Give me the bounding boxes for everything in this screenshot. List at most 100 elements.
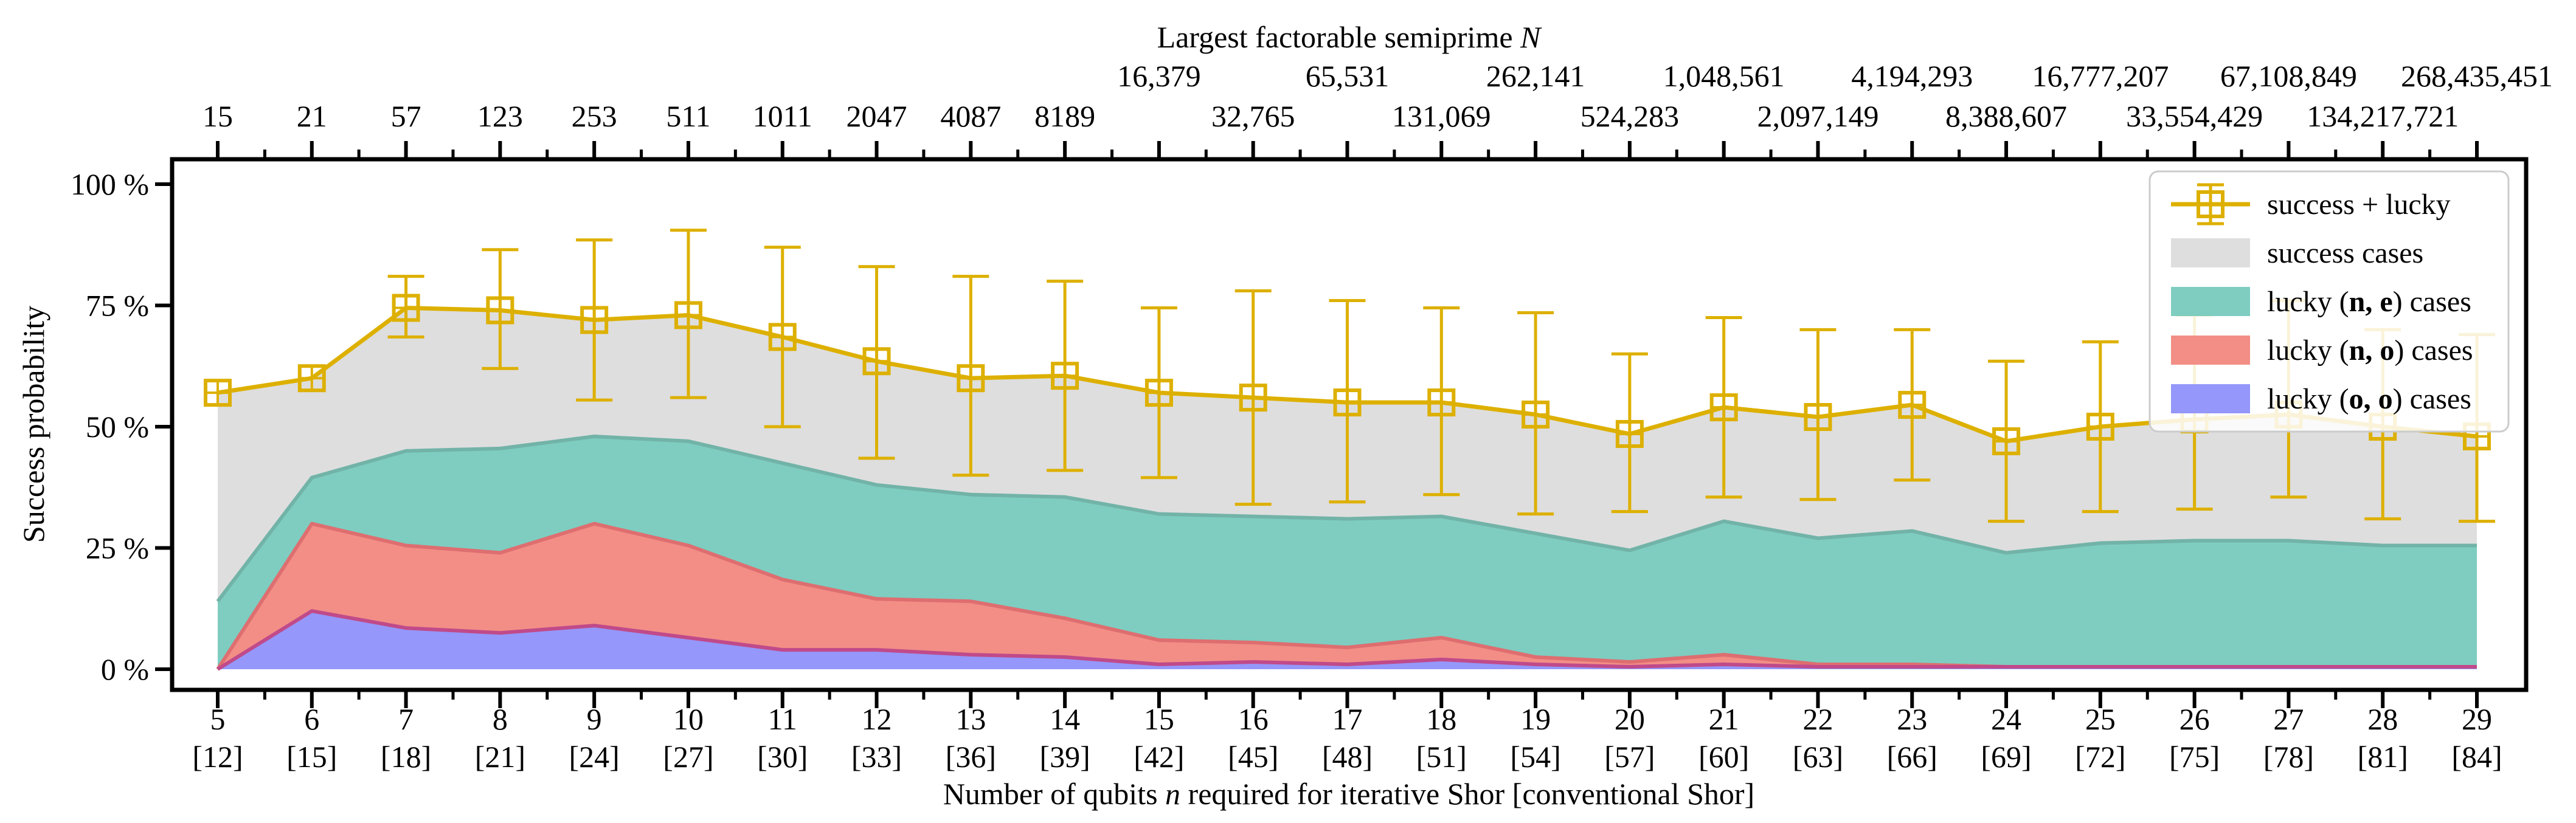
x-axis-title: Number of qubits n required for iterativ… — [943, 777, 1754, 811]
x-tick-conventional-label: [27] — [663, 740, 713, 774]
x-tick-label: 6 — [304, 702, 319, 736]
x-tick-conventional-label: [63] — [1793, 740, 1843, 774]
top-axis-title-part: Largest factorable semiprime — [1157, 20, 1520, 54]
y-tick-label: 50 % — [86, 410, 149, 444]
x-axis-title-part: Number of qubits — [943, 777, 1165, 811]
x-tick-label: 12 — [862, 702, 892, 736]
x-tick-conventional-label: [57] — [1604, 740, 1655, 774]
x-tick-label: 25 — [2085, 702, 2116, 736]
legend-label-part: o, o — [2349, 383, 2393, 415]
x-tick-label: 19 — [1520, 702, 1551, 736]
x-tick-conventional-label: [66] — [1887, 740, 1937, 774]
x-tick-conventional-label: [12] — [192, 740, 243, 774]
x-tick-conventional-label: [48] — [1322, 740, 1373, 774]
x-tick-conventional-label: [54] — [1510, 740, 1560, 774]
legend-label: success cases — [2267, 237, 2423, 269]
top-tick-label: 8189 — [1034, 99, 1095, 133]
legend-label: lucky (n, e) cases — [2267, 286, 2471, 318]
x-tick-conventional-label: [81] — [2358, 740, 2408, 774]
legend-label-part: ) cases — [2393, 383, 2471, 415]
x-tick-label: 8 — [493, 702, 508, 736]
top-tick-label: 32,765 — [1211, 99, 1295, 133]
legend-box — [2148, 170, 2510, 433]
top-tick-label: 262,141 — [1486, 59, 1585, 93]
top-tick-label: 16,777,207 — [2032, 59, 2169, 93]
x-tick-conventional-label: [45] — [1228, 740, 1278, 774]
top-tick-label: 2,097,149 — [1757, 99, 1878, 133]
y-tick-label: 75 % — [86, 289, 149, 323]
legend-label-part: lucky ( — [2267, 334, 2349, 367]
top-tick-label: 4,194,293 — [1851, 59, 1973, 93]
x-tick-label: 21 — [1709, 702, 1739, 736]
top-tick-label: 67,108,849 — [2220, 59, 2357, 93]
y-axis-title: Success probability — [16, 306, 50, 543]
bottom-axis: 5 [12] 6 [15] 7 [18] 8 [21] 9 [24] 10 [27] 11 [30] 12 [… — [192, 690, 2502, 774]
y-axis: 0 % 25 % 50 % 75 % 100 % — [71, 167, 172, 686]
legend-swatch — [2171, 238, 2250, 267]
x-tick-conventional-label: [69] — [1981, 740, 2031, 774]
top-tick-label: 16,379 — [1117, 59, 1201, 93]
x-tick-conventional-label: [15] — [286, 740, 337, 774]
x-tick-conventional-label: [39] — [1039, 740, 1090, 774]
x-tick-conventional-label: [36] — [946, 740, 996, 774]
edge-lucky-n-e-cases — [216, 435, 2477, 603]
legend-swatch — [2171, 336, 2250, 365]
top-tick-label: 268,435,451 — [2401, 59, 2553, 93]
x-tick-conventional-label: [18] — [381, 740, 431, 774]
legend-label: success + lucky — [2267, 188, 2451, 221]
x-tick-conventional-label: [78] — [2263, 740, 2314, 774]
x-tick-conventional-label: [72] — [2075, 740, 2125, 774]
legend-label-part: lucky ( — [2267, 286, 2349, 318]
x-tick-conventional-label: [60] — [1698, 740, 1749, 774]
x-tick-label: 7 — [398, 702, 414, 736]
x-tick-label: 22 — [1802, 702, 1833, 736]
x-tick-label: 20 — [1615, 702, 1645, 736]
legend-swatch — [2171, 384, 2250, 413]
legend: success + lucky success cases lucky (n, e)… — [2148, 170, 2510, 433]
x-tick-conventional-label: [42] — [1134, 740, 1184, 774]
top-tick-label: 15 — [203, 99, 233, 133]
x-axis-title-part: required for iterative Shor [conventiona… — [1180, 777, 1754, 811]
y-tick-label: 100 % — [71, 167, 149, 201]
x-tick-label: 5 — [210, 702, 226, 736]
area-edges — [216, 435, 2477, 671]
x-tick-label: 18 — [1426, 702, 1456, 736]
area-lucky-n-o-cases — [218, 523, 2477, 669]
top-tick-label: 57 — [391, 99, 421, 133]
x-tick-label: 26 — [2180, 702, 2210, 736]
top-tick-label: 131,069 — [1392, 99, 1491, 133]
top-tick-label: 1,048,561 — [1663, 59, 1785, 93]
legend-label-part: success cases — [2267, 237, 2423, 269]
legend-label-part: n, e — [2349, 286, 2393, 318]
x-tick-label: 23 — [1897, 702, 1927, 736]
top-tick-label: 33,554,429 — [2126, 99, 2263, 133]
top-axis: 15 21 57 123 253 511 1011 2047 4087 8189 16,379 32,… — [203, 59, 2553, 159]
x-tick-conventional-label: [84] — [2451, 740, 2502, 774]
y-tick-label: 0 % — [101, 652, 149, 686]
legend-label-part: n, o — [2349, 334, 2395, 367]
x-tick-conventional-label: [21] — [475, 740, 525, 774]
x-tick-conventional-label: [30] — [757, 740, 808, 774]
top-tick-label: 4087 — [940, 99, 1001, 133]
legend-label-part: ) cases — [2394, 334, 2473, 367]
top-tick-label: 65,531 — [1306, 59, 1390, 93]
x-tick-label: 17 — [1332, 702, 1363, 736]
x-tick-label: 27 — [2273, 702, 2304, 736]
x-tick-conventional-label: [33] — [851, 740, 902, 774]
legend-label: lucky (o, o) cases — [2267, 383, 2471, 415]
top-tick-label: 123 — [477, 99, 523, 133]
legend-label-part: success + lucky — [2267, 188, 2451, 221]
x-tick-conventional-label: [51] — [1416, 740, 1467, 774]
x-tick-label: 24 — [1991, 702, 2021, 736]
x-tick-label: 15 — [1144, 702, 1174, 736]
top-axis-title: Largest factorable semiprime N — [1157, 20, 1542, 54]
top-tick-label: 511 — [666, 99, 710, 133]
x-tick-label: 13 — [955, 702, 986, 736]
y-tick-label: 25 % — [86, 531, 149, 565]
top-axis-title-var: N — [1520, 20, 1542, 54]
top-tick-label: 2047 — [847, 99, 907, 133]
legend-label: lucky (n, o) cases — [2267, 334, 2473, 367]
edge-lucky-o-o-cases — [216, 609, 2477, 671]
x-tick-label: 14 — [1050, 702, 1080, 736]
top-tick-label: 253 — [572, 99, 617, 133]
